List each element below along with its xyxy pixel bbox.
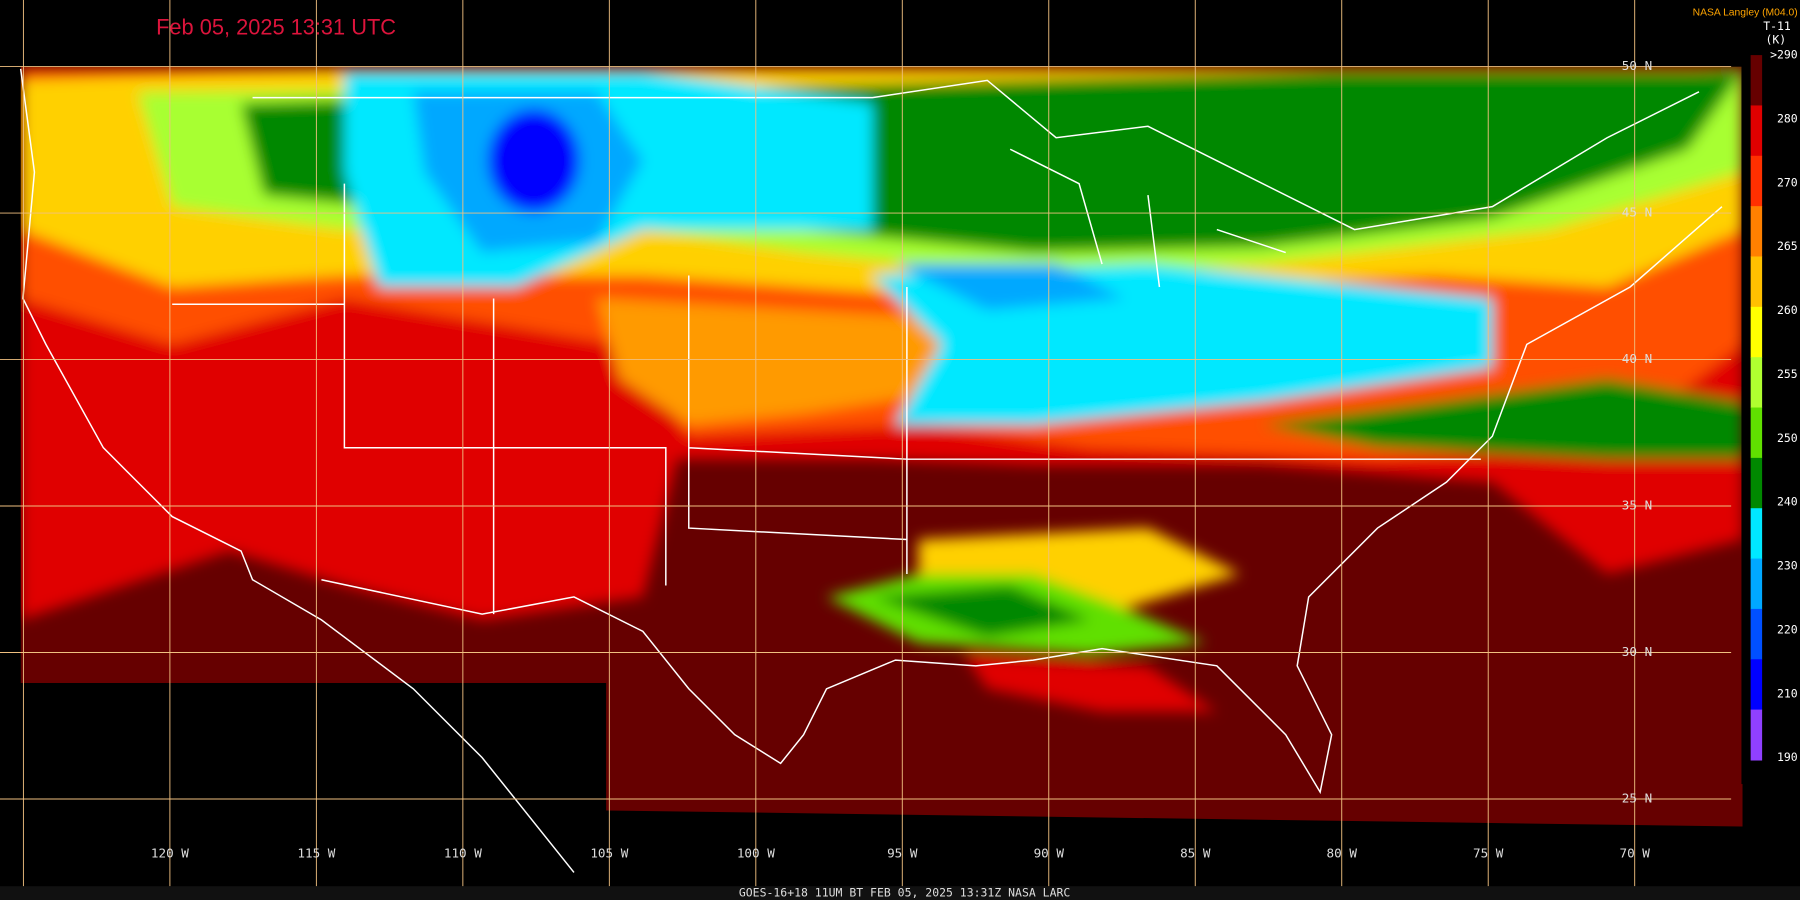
colorbar-segment — [1750, 105, 1763, 157]
colorbar-label: 210 — [1777, 686, 1798, 700]
colorbar-label: 255 — [1777, 367, 1798, 381]
colorbar-label: 190 — [1777, 750, 1798, 764]
longitude-label: 110 W — [444, 846, 482, 861]
state-lines — [172, 183, 1481, 615]
region-green-east — [1262, 378, 1743, 460]
credit: NASA Langley (M04.0) — [1693, 7, 1798, 18]
colorbar-label: 240 — [1777, 495, 1798, 509]
colorbar-segment — [1750, 659, 1763, 711]
colorbar-segment — [1750, 709, 1763, 761]
colorbar-segment — [1750, 256, 1763, 308]
colorbar-segment — [1750, 558, 1763, 610]
colorbar-label: 230 — [1777, 559, 1798, 573]
footer-bar — [0, 886, 1800, 900]
south-east-coast — [321, 206, 1723, 795]
latitude-label: 30 N — [1622, 644, 1652, 659]
region-blue-deep — [487, 109, 580, 213]
region-red-gulf — [964, 654, 1217, 712]
region-blue-midwest — [895, 264, 1125, 310]
longitude-label: 90 W — [1034, 846, 1065, 861]
colorbar-segment — [1750, 206, 1763, 258]
region-dgreen-south — [872, 585, 1091, 638]
graticule: 120 W 115 W 110 W 105 W 100 W 95 W 90 W 85 W 80 … — [0, 0, 1732, 887]
longitude-label: 85 W — [1180, 846, 1211, 861]
colorbar-label: 280 — [1777, 111, 1798, 125]
colorbar-label: 260 — [1777, 303, 1798, 317]
colorbar-segment — [1750, 306, 1763, 358]
longitude-label: 105 W — [590, 846, 628, 861]
boundaries — [19, 68, 1723, 873]
west-coast — [19, 68, 575, 873]
longitude-label: 75 W — [1473, 846, 1504, 861]
longitude-label: 100 W — [737, 846, 775, 861]
colorbar-label: 265 — [1777, 239, 1798, 253]
longitude-label: 115 W — [297, 846, 335, 861]
colorbar-segment — [1750, 357, 1763, 409]
colorbar: >290 280 270 265 260 255 250 240 230 220 210 190 — [1750, 48, 1798, 764]
legend-unit: (K) — [1766, 33, 1787, 47]
longitude-label: 70 W — [1620, 846, 1651, 861]
colorbar-segment — [1750, 55, 1763, 107]
latitude-label: 25 N — [1622, 790, 1652, 805]
footer-caption: GOES-16+18 11UM BT FEB 05, 2025 13:31Z N… — [739, 886, 1071, 900]
legend-product: T-11 — [1763, 19, 1791, 33]
colorbar-label: 270 — [1777, 175, 1798, 189]
colorbar-segment — [1750, 407, 1763, 459]
northern-border — [252, 79, 1700, 231]
colorbar-segment — [1750, 457, 1763, 509]
colorbar-segment — [1750, 508, 1763, 560]
colorbar-label: 220 — [1777, 622, 1798, 636]
colorbar-segment — [1750, 608, 1763, 660]
latitude-label: 45 N — [1622, 205, 1652, 220]
longitude-label: 80 W — [1327, 846, 1358, 861]
latitude-label: 40 N — [1622, 351, 1652, 366]
colorbar-segment — [1750, 155, 1763, 207]
legend-panel — [1741, 45, 1800, 785]
colorbar-label: >290 — [1770, 48, 1798, 62]
latitude-label: 50 N — [1622, 58, 1652, 73]
timestamp: Feb 05, 2025 13:31 UTC — [156, 14, 396, 39]
latitude-label: 35 N — [1622, 498, 1652, 513]
colorbar-label: 250 — [1777, 431, 1798, 445]
longitude-label: 120 W — [151, 846, 189, 861]
great-lakes — [1009, 148, 1286, 288]
longitude-label: 95 W — [887, 846, 918, 861]
